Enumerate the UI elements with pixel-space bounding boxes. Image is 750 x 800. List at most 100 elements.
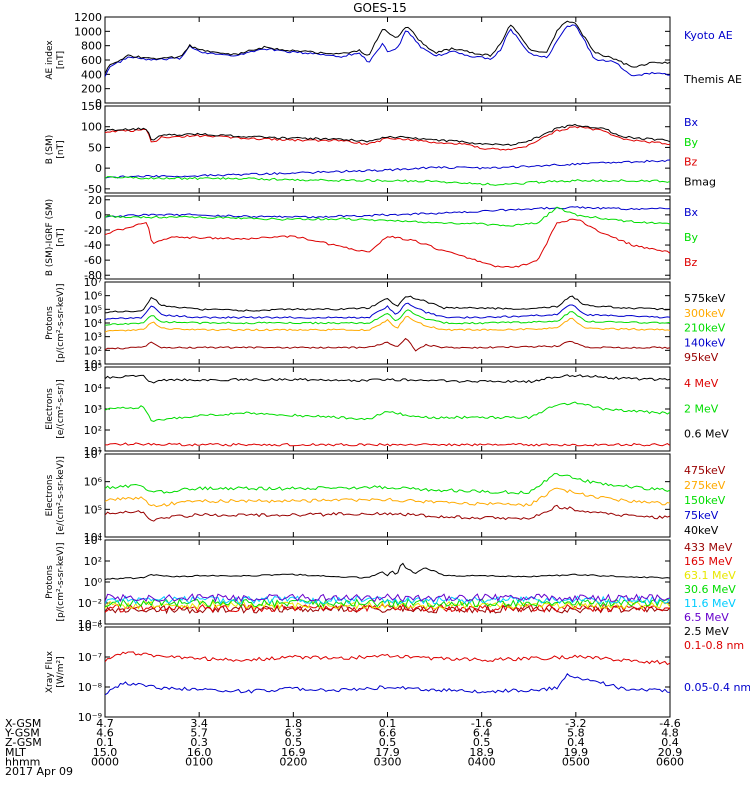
series-line-0-05-0-4-nm [105, 673, 670, 696]
ephemeris-value: 6.6 [379, 727, 397, 740]
y-tick-label: 10¹ [84, 358, 102, 371]
panel-2: -80 -60 -40 -20 0 20 B (SM)-IGRF (SM) [nT] Bx By B… [45, 194, 699, 282]
y-axis-label: Protons [45, 565, 55, 599]
legend-entry: 2 MeV [684, 402, 719, 415]
series-line-433-mev [105, 604, 670, 615]
y-tick-label: 10⁴ [84, 531, 103, 544]
legend-entry: By [684, 136, 699, 149]
y-tick-label: 0 [95, 162, 102, 175]
series-group [105, 562, 670, 615]
y-tick-label: -20 [84, 224, 102, 237]
ephemeris-value: 0.3 [190, 736, 208, 749]
y-tick-label: -80 [84, 269, 102, 282]
legend-entry: 63.1 MeV [684, 569, 736, 582]
y-tick-label: 10⁵ [84, 303, 102, 316]
series-line-95kev [105, 337, 670, 352]
y-axis-label: Xray Flux [45, 650, 55, 693]
legend-entry: 275keV [684, 479, 726, 492]
series-line-themis-ae [105, 20, 670, 75]
series-group [105, 20, 670, 78]
series-line-bz [105, 218, 670, 268]
y-axis-label: [nT] [56, 140, 66, 158]
y-tick-label: 1000 [74, 25, 102, 38]
y-tick-label: 10⁰ [84, 576, 103, 589]
panel-frame [104, 539, 671, 625]
legend-entry: 6.5 MeV [684, 611, 729, 624]
y-tick-label: 10⁵ [84, 503, 102, 516]
ephemeris-value: 0.1 [379, 717, 397, 730]
series-line-575kev [105, 295, 670, 314]
y-tick-label: -60 [84, 254, 102, 267]
ephemeris-value: 5.8 [567, 727, 585, 740]
y-tick-label: 10³ [84, 331, 102, 344]
legend-entry: Bmag [684, 175, 716, 188]
series-line-40kev [105, 646, 670, 649]
y-tick-label: 10⁻² [78, 597, 102, 610]
ephemeris-value: 18.9 [469, 746, 494, 759]
panel-frame [104, 105, 671, 194]
panel-frame [104, 16, 671, 104]
legend-entry: Kyoto AE [684, 29, 733, 42]
y-axis-label: [p/(cm²-s-sr-keV)] [56, 284, 66, 363]
legend-entry: 0.1-0.8 nm [684, 639, 744, 652]
y-axis-label: [e/(cm²-s-sr-keV)] [56, 456, 66, 535]
ephemeris-row-label: MLT [5, 746, 26, 759]
y-tick-label: 10⁻⁴ [78, 618, 103, 631]
y-tick-label: 10² [84, 555, 102, 568]
series-line-2-mev [105, 401, 670, 422]
y-axis-label: Electrons [45, 474, 55, 516]
series-line-275kev [105, 487, 670, 508]
y-tick-label: 10⁴ [84, 317, 103, 330]
series-line-by [105, 176, 670, 186]
ephemeris-value: 15.0 [93, 746, 118, 759]
ephemeris-value: -1.6 [471, 717, 492, 730]
series-group [105, 295, 670, 352]
legend-entry: 150keV [684, 494, 726, 507]
ephemeris-value: 0200 [279, 755, 307, 768]
y-axis-label: B (SM) [45, 135, 55, 165]
panel-6: 10⁻⁴ 10⁻² 10⁰ 10² 10⁴ Protons [p/(cm²-s-sr-keV… [45, 534, 736, 638]
y-tick-label: 50 [88, 141, 102, 154]
y-axis-label: Protons [45, 306, 55, 340]
legend-entry: 4 MeV [684, 377, 719, 390]
panel-frame [104, 626, 671, 718]
ephemeris-value: 4.8 [661, 727, 679, 740]
series-line-475kev [105, 504, 670, 522]
y-axis-label: B (SM)-IGRF (SM) [45, 199, 55, 276]
legend-entry: 575keV [684, 292, 726, 305]
y-tick-label: 10⁴ [84, 382, 103, 395]
series-line-11-6-mev [105, 595, 670, 605]
y-tick-label: 10⁶ [84, 290, 103, 303]
ephemeris-value: 0500 [562, 755, 590, 768]
legend-entry: 0.05-0.4 nm [684, 681, 750, 694]
ephemeris-value: 0400 [468, 755, 496, 768]
series-line-kyoto-ae [105, 24, 670, 78]
series-line-4-mev [105, 442, 670, 447]
y-tick-label: 0 [95, 209, 102, 222]
y-tick-label: 10⁷ [84, 448, 102, 461]
panel-5: 10⁴ 10⁵ 10⁶ 10⁷ Electrons [e/(cm²-s-sr-keV)] 4… [45, 448, 726, 649]
series-line-bz [105, 125, 670, 151]
ephemeris-value: 0300 [374, 755, 402, 768]
y-tick-label: -40 [84, 239, 102, 252]
y-tick-label: 10⁻⁸ [78, 681, 103, 694]
panel-7: 10⁻⁹ 10⁻⁸ 10⁻⁷ 10⁻⁶ Xray Flux [W/m²] 0.1-0.8 n… [45, 621, 750, 724]
ephemeris-value: 19.9 [564, 746, 589, 759]
legend-entry: By [684, 231, 699, 244]
y-tick-label: 20 [88, 194, 102, 207]
y-tick-label: 10⁷ [84, 276, 102, 289]
plot-title: GOES-15 [353, 1, 407, 15]
ephemeris-value: 0.5 [379, 736, 397, 749]
legend-entry: 75keV [684, 509, 719, 522]
series-line-63-1-mev [105, 600, 670, 610]
date-label: 2017 Apr 09 [5, 765, 73, 778]
y-tick-label: 10⁻⁶ [78, 621, 103, 634]
legend-entry: 95keV [684, 351, 719, 364]
y-tick-label: 10⁻⁷ [78, 651, 102, 664]
y-axis-label: [nT] [56, 228, 66, 246]
ephemeris-value: 0100 [185, 755, 213, 768]
series-group [105, 206, 670, 268]
